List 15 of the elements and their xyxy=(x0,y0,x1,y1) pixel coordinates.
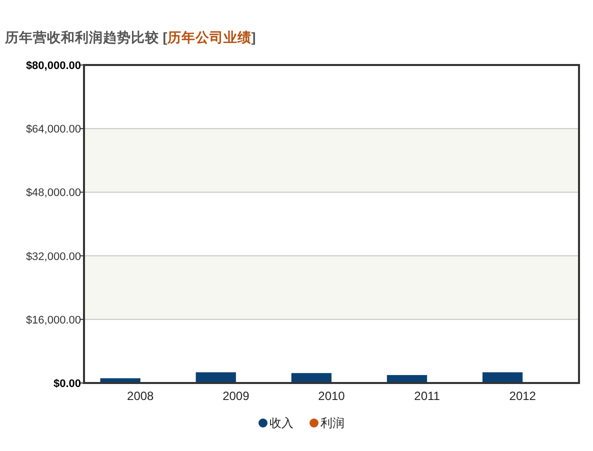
y-tick-label: $32,000.00 xyxy=(26,250,81,263)
x-tick-label: 2012 xyxy=(509,389,536,403)
chart-title: 历年营收和利润趋势比较 xyxy=(4,29,160,45)
legend-label: 利润 xyxy=(320,416,344,430)
x-tick-label: 2010 xyxy=(318,389,346,403)
y-tick-label: $48,000.00 xyxy=(26,187,81,200)
y-tick-label: $0.00 xyxy=(53,378,81,390)
y-tick-label: $80,000.00 xyxy=(26,60,81,72)
y-tick-label: $16,000.00 xyxy=(26,314,81,326)
x-tick-label: 2008 xyxy=(127,389,154,403)
y-tick-label: $64,000.00 xyxy=(26,124,81,136)
legend-label: 收入 xyxy=(270,416,294,430)
chart-subtitle: [历年公司业绩] xyxy=(162,30,256,45)
x-tick-label: 2011 xyxy=(414,389,440,403)
x-tick-label: 2009 xyxy=(222,389,250,403)
